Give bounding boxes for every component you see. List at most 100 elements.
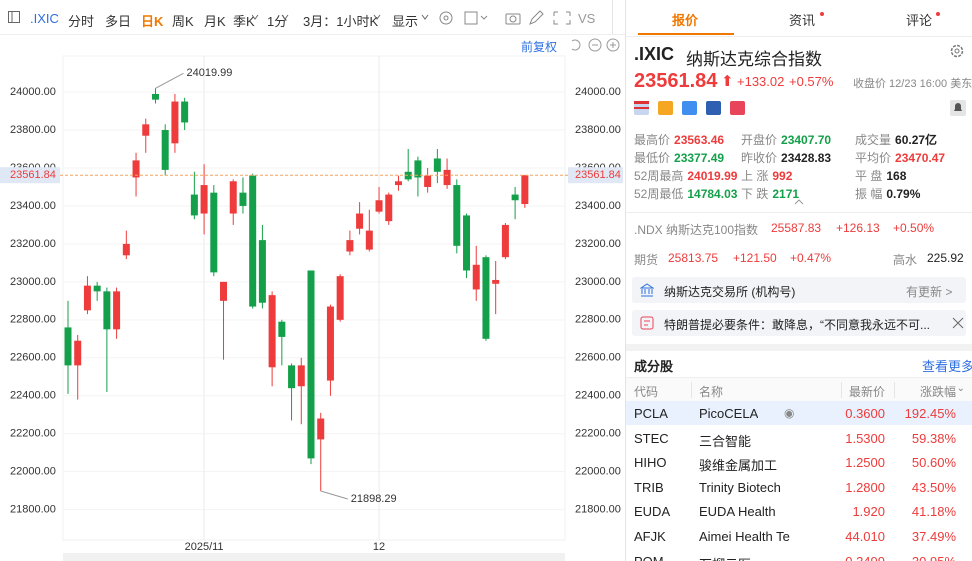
y2-tick-label: 23200.00 [575, 238, 621, 250]
stats-row: 最高价 23563.46 开盘价 23407.70 成交量 60.27亿 [634, 131, 969, 149]
futures-label: 期货 [634, 253, 659, 267]
settings-icon[interactable] [950, 44, 964, 58]
table-row[interactable]: STEC 三合智能 1.5300 59.38% [626, 426, 972, 450]
last-price: 0.3499 [845, 554, 885, 561]
stat: 下 跌 2171 [741, 185, 799, 202]
y2-tick-label: 22400.00 [575, 390, 621, 402]
stats-row: 最低价 23377.49 昨收价 23428.83 平均价 23470.47 [634, 149, 969, 167]
period[interactable]: 周K [172, 14, 194, 29]
stats-row: 52周最低 14784.03 下 跌 2171 振 幅 0.79% [634, 185, 969, 203]
last-price: 1.5300 [845, 430, 885, 446]
column-divider [691, 382, 692, 398]
table-header[interactable]: 代码 名称 最新价 涨跌幅 ⌄ [626, 377, 972, 403]
candle-body [375, 200, 383, 212]
x-tick-label: 12 [373, 541, 385, 553]
period[interactable]: 3月：1小时K [303, 14, 379, 29]
code: AFJK [634, 529, 666, 544]
y-tick-label: 22600.00 [10, 352, 56, 364]
stat: 52周最高 24019.99 [634, 167, 737, 184]
candle-body [404, 171, 412, 180]
candle-body [394, 181, 402, 186]
change-pct: 192.45% [904, 406, 956, 421]
layout-icon[interactable] [8, 11, 20, 23]
y2-tick-label: 23800.00 [575, 124, 621, 136]
stat: 上 涨 992 [741, 167, 792, 184]
y-tick-label: 22800.00 [10, 314, 56, 326]
stat: 振 幅 0.79% [855, 185, 920, 202]
stat-value: 0.79% [886, 187, 921, 201]
section-title: 成分股 [634, 359, 674, 374]
table-row[interactable]: HIHO 骏维金属加工 1.2500 50.60% [626, 450, 972, 474]
expand-icon[interactable] [794, 199, 804, 205]
y-tick-label: 23200.00 [10, 238, 56, 250]
watch-icon[interactable]: ◉ [784, 406, 795, 420]
table-row[interactable]: TRIB Trinity Biotech 1.2800 43.50% [626, 475, 972, 499]
table-row[interactable]: AFJK Aimei Health Te 44.010 37.49% [626, 524, 972, 548]
stat-label: 下 跌 [741, 187, 769, 201]
column-header[interactable]: 代码 [634, 385, 659, 399]
column-divider [841, 382, 842, 398]
last-price: 1.2500 [845, 455, 885, 471]
table-row[interactable]: POM 石榴云医 0.3499 30.95% [626, 549, 972, 561]
stat-label: 平均价 [855, 151, 892, 165]
table-row[interactable]: PCLA PicoCELA 0.3600 192.45% ◉ [626, 401, 972, 425]
column-header[interactable]: 名称 [699, 385, 724, 399]
stat-label: 上 涨 [741, 169, 769, 183]
tab[interactable]: 资讯 [789, 13, 816, 28]
candle-body [482, 257, 490, 339]
last-price-label: 23561.84 [10, 169, 56, 181]
period[interactable]: 1分 [267, 14, 288, 29]
last-price: 1.920 [852, 504, 885, 520]
tab-underline [638, 33, 734, 35]
symbol: .IXIC [634, 44, 675, 64]
tag-icons[interactable] [634, 100, 972, 116]
change-pct: 43.50% [911, 479, 956, 495]
candle-body [103, 291, 111, 330]
candle-body [521, 175, 529, 205]
dropdown-arrows [252, 14, 429, 20]
stat-label: 最高价 [634, 133, 671, 147]
candle-body [249, 175, 257, 307]
tab[interactable]: 报价 [672, 13, 699, 28]
more-link[interactable]: 查看更多 > [922, 359, 972, 374]
news-item[interactable]: 特朗普提必要条件：敢降息，“不同意我永远不可... [632, 310, 966, 336]
code: POM [634, 554, 664, 561]
close-icon[interactable] [952, 317, 964, 329]
display[interactable]: 显示 [392, 14, 419, 29]
zoom-icons[interactable] [568, 37, 622, 53]
quote-panel: 报价 资讯 评论 .IXIC 纳斯达克综合指数 23561.84 ⬆ +133.… [625, 0, 972, 561]
stat-label: 52周最低 [634, 187, 684, 201]
table-row[interactable]: EUDA EUDA Health 1.920 41.18% [626, 499, 972, 523]
symbol[interactable]: .IXIC [30, 11, 59, 26]
news-action[interactable]: 有更新 > [906, 285, 953, 299]
tool-icons[interactable] [438, 10, 598, 26]
candle-body [132, 160, 140, 178]
candle-body [220, 281, 228, 301]
change-pct: 30.95% [912, 554, 956, 561]
ndx-name[interactable]: .NDX 纳斯达克100指数 [634, 223, 759, 237]
period[interactable]: 月K [204, 14, 226, 29]
period-active[interactable]: 日K [141, 14, 164, 29]
candle-body [365, 230, 373, 250]
max-pointer [155, 72, 184, 89]
bank-icon [640, 283, 654, 297]
column-header[interactable]: 涨跌幅 [919, 385, 956, 399]
name: Aimei Health Te [699, 529, 790, 544]
ndx-change-pct: +0.50% [893, 221, 935, 235]
change-pct: +0.57% [789, 74, 834, 89]
period[interactable]: 多日 [105, 14, 132, 29]
column-header[interactable]: 最新价 [848, 385, 885, 399]
period[interactable]: 季K [233, 14, 255, 29]
futures-change-pct: +0.47% [790, 251, 832, 265]
adjust-mode[interactable]: 前复权 [521, 40, 558, 54]
vs[interactable]: VS [578, 11, 596, 26]
stat-label: 平 盘 [855, 169, 883, 183]
period[interactable]: 分时 [68, 14, 95, 29]
stat-value: 23407.70 [781, 133, 832, 147]
tab[interactable]: 评论 [906, 13, 933, 28]
name: Trinity Biotech [699, 479, 781, 495]
premium: 225.92 [927, 251, 964, 265]
stat: 平均价 23470.47 [855, 149, 945, 166]
market-status: 收盘价 12/23 16:00 美东 [853, 78, 972, 90]
news-item[interactable]: 纳斯达克交易所 (机构号) 有更新 > [632, 277, 966, 303]
